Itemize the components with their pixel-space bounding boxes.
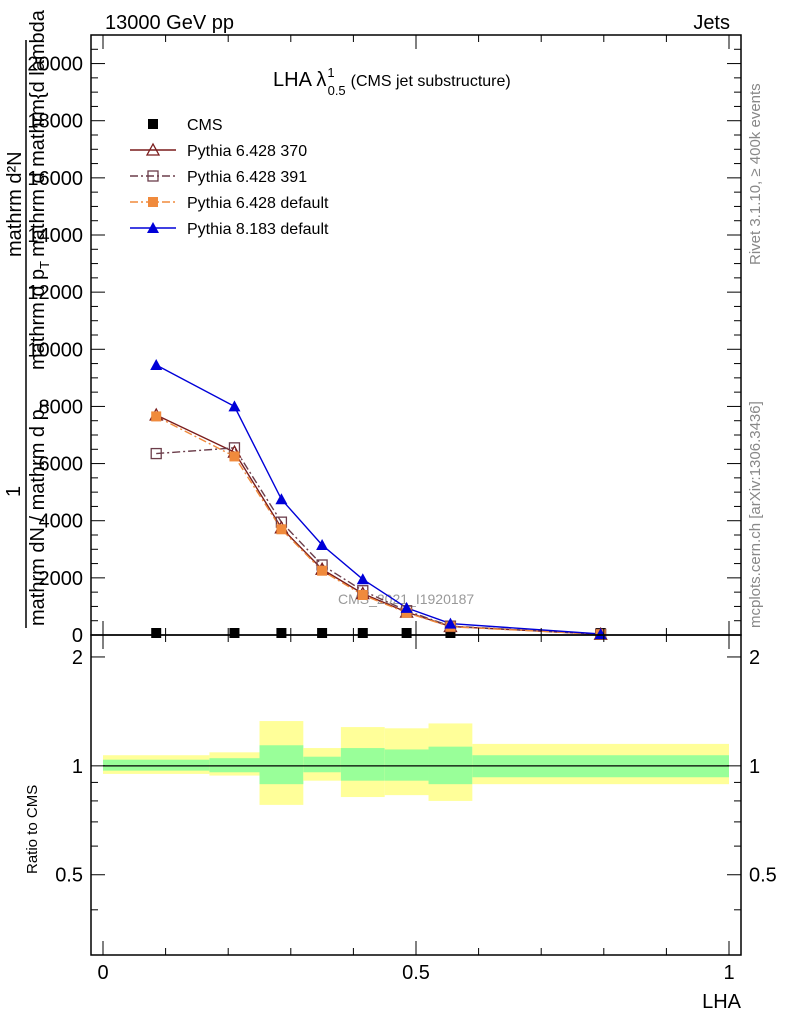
data-point — [444, 617, 457, 629]
data-point — [228, 400, 241, 412]
ylabel-numerator-bottom-suffix: mathrm d mathrm{d lambda — [27, 9, 49, 257]
data-point — [356, 573, 369, 585]
data-point — [147, 170, 159, 182]
ylabel-numerator-bottom: mathrm d pTmathrm d mathrm{d lambda — [27, 9, 52, 370]
ylabel-denominator: mathrm dN / mathrm d pT — [27, 401, 52, 626]
ylabel-numerator-bottom-text: mathrm d p — [27, 269, 49, 370]
x-tick-label: 0.5 — [402, 962, 430, 984]
axis-ticks — [91, 34, 741, 955]
ratio-y-tick-label-left: 0.5 — [55, 865, 83, 887]
ratio-band-green — [103, 759, 210, 771]
chart-title-sup: 1 — [327, 65, 334, 80]
y-tick-label: 12000 — [27, 282, 83, 304]
data-point — [151, 411, 162, 422]
y-tick-label: 0 — [72, 625, 83, 647]
legend: CMS Pythia 6.428 370 Pythia 6.428 391 Pythi… — [130, 117, 329, 238]
data-point — [229, 451, 240, 462]
ylabel-denominator-sub: T — [37, 401, 52, 409]
legend-label: Pythia 6.428 default — [187, 195, 329, 212]
y-tick-label: 14000 — [27, 225, 83, 247]
data-point — [276, 524, 287, 535]
legend-item-3: Pythia 6.428 default — [130, 195, 329, 212]
ylabel-numerator-top: mathrm d²N — [4, 151, 26, 257]
legend-item-2: Pythia 6.428 391 — [130, 169, 307, 186]
legend-label: Pythia 6.428 391 — [187, 169, 307, 186]
ratio-band-green — [209, 758, 260, 773]
data-point — [151, 628, 162, 638]
data-point — [401, 628, 412, 638]
x-axis-label: LHA — [702, 991, 742, 1013]
ratio-band-green — [303, 756, 341, 773]
ylabel-denominator-text: mathrm dN / mathrm d p — [27, 409, 49, 626]
rivet-label: Rivet 3.1.10, ≥ 400k events — [747, 83, 764, 265]
ratio-bands — [103, 721, 729, 805]
data-point — [317, 565, 328, 576]
ylabel-numerator-bottom-sub: T — [37, 261, 52, 269]
ratio-y-tick-label-right: 1 — [749, 756, 760, 778]
y-tick-label: 4000 — [39, 511, 84, 533]
series-line-4 — [155, 364, 601, 635]
data-point — [150, 447, 162, 460]
data-point — [445, 628, 456, 638]
chart-title-suffix: (CMS jet substructure) — [351, 73, 511, 90]
chart-title: LHA λ1 0.5 (CMS jet substructure) — [273, 65, 511, 98]
series-line-3 — [155, 415, 601, 635]
ratio-band-green — [384, 749, 429, 781]
chart-title-sub: 0.5 — [328, 83, 346, 98]
series-markers — [149, 359, 608, 640]
data-point — [317, 628, 328, 638]
series-lines — [155, 364, 601, 635]
data-point — [148, 119, 158, 129]
data-point — [229, 628, 240, 638]
y-tick-label: 16000 — [27, 168, 83, 190]
main-y-axis-label: mathrm d²N mathrm d pTmathrm d mathrm{d … — [3, 9, 52, 628]
data-point — [357, 590, 368, 600]
data-point — [275, 493, 288, 505]
y-tick-label: 2000 — [39, 568, 84, 590]
y-tick-label: 8000 — [39, 396, 84, 418]
data-point — [276, 628, 287, 638]
legend-label: Pythia 8.183 default — [187, 221, 329, 238]
mcplots-label: mcplots.cern.ch [arXiv:1306.3436] — [747, 401, 764, 628]
ratio-band-green — [340, 748, 385, 781]
ratio-y-tick-label-right: 2 — [749, 647, 760, 669]
y-tick-label: 10000 — [27, 339, 83, 361]
ratio-band-green — [259, 745, 304, 785]
header-right: Jets — [693, 12, 730, 34]
ratio-y-tick-label-left: 2 — [72, 647, 83, 669]
ratio-y-tick-label-left: 1 — [72, 756, 83, 778]
data-point — [150, 359, 163, 370]
axis-tick-labels: 0 2000 4000 6000 8000 10000 12000 14000 16000 180… — [27, 54, 776, 984]
x-tick-label: 0 — [97, 962, 108, 984]
header-left: 13000 GeV pp — [105, 12, 234, 34]
data-point — [357, 628, 368, 638]
ratio-y-tick-label-right: 0.5 — [749, 865, 777, 887]
legend-item-4: Pythia 8.183 default — [130, 221, 329, 238]
legend-item-1: Pythia 6.428 370 — [130, 142, 307, 160]
data-point — [316, 539, 329, 550]
data-point — [400, 601, 413, 613]
data-point — [145, 142, 161, 156]
legend-item-0: CMS — [148, 117, 223, 134]
ratio-y-axis-label: Ratio to CMS — [24, 785, 41, 874]
data-point — [148, 197, 158, 207]
ylabel-one: 1 — [3, 486, 25, 497]
y-tick-label: 6000 — [39, 454, 84, 476]
data-point — [147, 222, 159, 233]
y-tick-label: 20000 — [27, 54, 83, 76]
chart-title-text: LHA λ — [273, 69, 326, 91]
legend-label: CMS — [187, 117, 223, 134]
x-tick-label: 1 — [723, 962, 734, 984]
series-line-1 — [155, 414, 601, 635]
y-tick-label: 18000 — [27, 111, 83, 133]
legend-label: Pythia 6.428 370 — [187, 143, 307, 160]
